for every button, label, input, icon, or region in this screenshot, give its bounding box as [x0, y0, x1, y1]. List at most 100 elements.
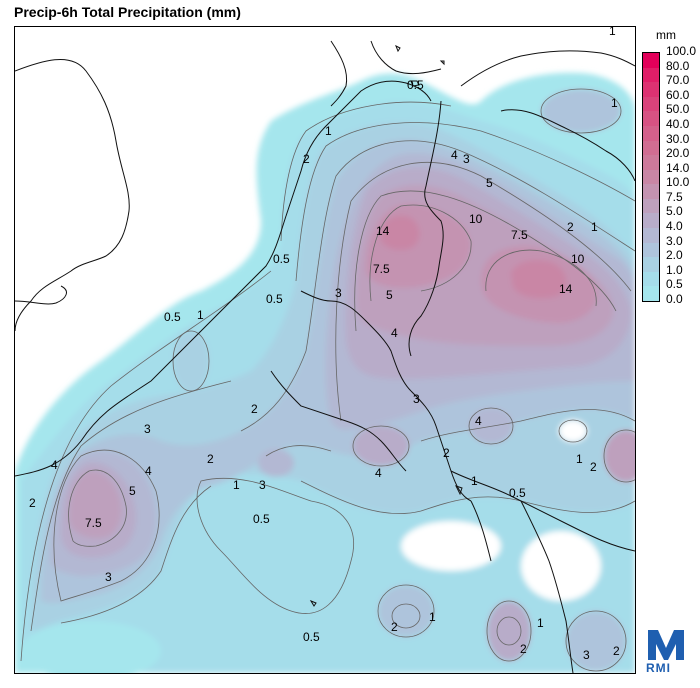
legend-label: 7.5: [666, 189, 683, 204]
contour-label: 7.5: [85, 516, 102, 530]
contour-label: 3: [105, 570, 112, 584]
legend-label: 20.0: [666, 146, 690, 161]
legend-label: 3.0: [666, 233, 683, 248]
legend-label: 10.0: [666, 175, 690, 190]
legend-swatch: [643, 125, 659, 142]
contour-label: 2: [29, 496, 36, 510]
precip-cell: [566, 611, 626, 671]
legend-swatch: [643, 169, 659, 185]
contour-label: 10: [571, 252, 585, 266]
contour-label: 0.5: [407, 78, 424, 92]
contour-label: 2: [613, 644, 620, 658]
precip-cell: [604, 430, 635, 482]
legend-swatch: [643, 286, 659, 302]
contour-label: 0.5: [509, 486, 526, 500]
contour-label: 0.5: [273, 252, 290, 266]
precip-dry-hole: [401, 521, 501, 571]
contour-label: 1: [325, 124, 332, 138]
contour-label: 7.5: [373, 262, 390, 276]
contour-label: 5: [486, 176, 493, 190]
precip-dry-hole: [521, 531, 601, 601]
legend-unit: mm: [656, 28, 676, 42]
precip-cell: [487, 601, 531, 661]
legend-swatch: [643, 111, 659, 127]
legend-swatch: [643, 53, 659, 69]
legend-swatch: [643, 155, 659, 171]
legend-label: 50.0: [666, 102, 690, 117]
legend-label: 0.0: [666, 292, 683, 306]
legend-label: 40.0: [666, 116, 690, 131]
rmi-logo: [648, 630, 684, 660]
contour-label: 0.5: [253, 512, 270, 526]
contour-label: 3: [583, 648, 590, 662]
legend-swatch: [643, 184, 659, 200]
contour-label: 2: [207, 452, 214, 466]
precip-cell: [353, 426, 409, 466]
contour-label: 14: [559, 282, 573, 296]
legend-swatch: [643, 82, 659, 98]
precip-dry-hole: [21, 621, 161, 673]
contour-label: 1: [233, 478, 240, 492]
contour-label: 0.5: [266, 292, 283, 306]
precip-dry-hole: [559, 420, 587, 442]
contour-lines: [20, 88, 635, 672]
legend-label: 4.0: [666, 219, 683, 234]
contour-label: 4: [391, 326, 398, 340]
legend-label: 14.0: [666, 160, 690, 175]
precip-area-14: [381, 215, 567, 299]
contour-label: 4: [475, 414, 482, 428]
contour-label: 3: [259, 478, 266, 492]
contour-label: 10: [469, 212, 483, 226]
legend-label: 30.0: [666, 131, 690, 146]
contour-label: 2: [303, 152, 310, 166]
contour-label: 4: [145, 464, 152, 478]
contour-label: 4: [451, 148, 458, 162]
contour-label: 2: [443, 446, 450, 460]
contour-label: 1: [576, 452, 583, 466]
legend-swatch: [643, 257, 659, 273]
contour-label: 1: [591, 220, 598, 234]
color-legend: [642, 52, 660, 302]
legend-swatch: [643, 67, 659, 83]
contour-label: 7.5: [511, 228, 528, 242]
contour-label: 4: [375, 466, 382, 480]
legend-swatch: [643, 140, 659, 156]
contour-label: 3: [463, 152, 470, 166]
contour-label: 1: [611, 96, 618, 110]
precipitation-map: 0.5 1 1 2 4 3 5 14 7.5 5 4 10 7.5 2 1 10…: [14, 26, 636, 674]
contour-label: 3: [413, 392, 420, 406]
rmi-logo-text: RMI: [646, 661, 671, 675]
contour-label: 2: [391, 620, 398, 634]
legend-swatch: [643, 198, 659, 214]
contour-label: 3: [144, 422, 151, 436]
precip-cell: [541, 89, 621, 133]
contour-label: 1: [471, 474, 478, 488]
legend-swatch: [643, 271, 659, 287]
legend-label: 100.0: [666, 44, 697, 58]
legend-label: 60.0: [666, 87, 690, 102]
legend-label: 0.5: [666, 277, 683, 292]
contour-label: 4: [51, 458, 58, 472]
contour-label: 0.5: [303, 630, 320, 644]
contour-label: 2: [520, 642, 527, 656]
contour-label: 1: [197, 308, 204, 322]
contour-label: 14: [376, 224, 390, 238]
contour-label: 3: [335, 286, 342, 300]
contour-label: 5: [129, 484, 136, 498]
precip-cell: [258, 449, 294, 477]
contour-label: 1: [609, 27, 616, 38]
contour-label: 5: [386, 288, 393, 302]
contour-label: 0.5: [164, 310, 181, 324]
contour-label: 2: [251, 402, 258, 416]
legend-label: 80.0: [666, 58, 690, 73]
precip-cell: [173, 331, 209, 391]
legend-swatch: [643, 213, 659, 229]
precip-cell: [378, 585, 434, 637]
legend-label: 70.0: [666, 73, 690, 88]
contour-label: 1: [537, 616, 544, 630]
contour-labels: 0.5 1 1 2 4 3 5 14 7.5 5 4 10 7.5 2 1 10…: [29, 27, 620, 662]
precip-area-7.5: [69, 184, 614, 539]
contour-label: 1: [429, 610, 436, 624]
map-title: Precip-6h Total Precipitation (mm): [14, 4, 241, 20]
legend-label: 5.0: [666, 204, 683, 219]
